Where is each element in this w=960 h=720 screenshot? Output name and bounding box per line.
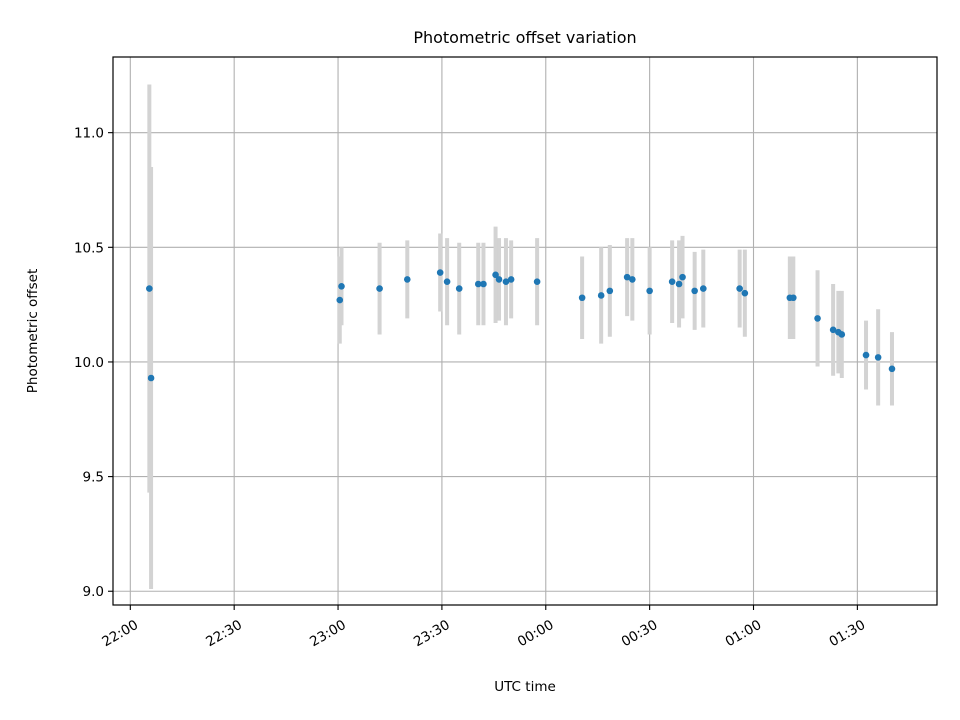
data-point	[480, 280, 487, 288]
data-point	[700, 285, 707, 292]
y-tick-label: 11.0	[74, 126, 104, 142]
data-point	[838, 331, 846, 338]
data-point	[888, 365, 896, 373]
data-point	[502, 278, 510, 286]
y-axis-label: Photometric offset	[25, 269, 41, 393]
data-point	[443, 278, 451, 286]
data-point	[675, 280, 683, 288]
data-point	[741, 289, 749, 297]
data-point	[336, 296, 344, 304]
y-tick-label: 9.0	[83, 584, 104, 600]
data-point	[495, 276, 503, 283]
chart-title: Photometric offset variation	[413, 28, 636, 47]
data-point	[436, 269, 444, 276]
data-point	[597, 292, 605, 299]
data-point	[814, 315, 821, 322]
data-point	[691, 287, 698, 295]
x-axis-label: UTC time	[494, 679, 556, 695]
data-point	[629, 276, 636, 283]
y-tick-label: 10.0	[74, 355, 104, 371]
y-tick-label: 9.5	[83, 470, 104, 486]
data-point	[455, 285, 463, 292]
data-point	[736, 285, 743, 292]
data-point	[492, 271, 499, 279]
data-point	[147, 374, 155, 382]
data-point	[862, 351, 870, 359]
data-point	[874, 354, 882, 361]
data-point	[679, 273, 686, 281]
data-point	[790, 294, 797, 302]
data-point	[474, 280, 482, 288]
data-point	[646, 287, 653, 295]
data-point	[623, 273, 631, 281]
data-point	[507, 276, 515, 283]
data-point	[668, 278, 676, 286]
data-point	[376, 285, 383, 292]
data-point	[606, 287, 614, 295]
data-point	[338, 282, 345, 290]
data-point	[533, 278, 541, 286]
data-point	[578, 294, 586, 302]
data-point	[403, 276, 411, 283]
plot-frame	[112, 56, 938, 606]
y-tick-label: 10.5	[74, 240, 104, 256]
data-points	[146, 269, 896, 382]
data-point	[829, 326, 837, 334]
data-point	[146, 285, 153, 292]
